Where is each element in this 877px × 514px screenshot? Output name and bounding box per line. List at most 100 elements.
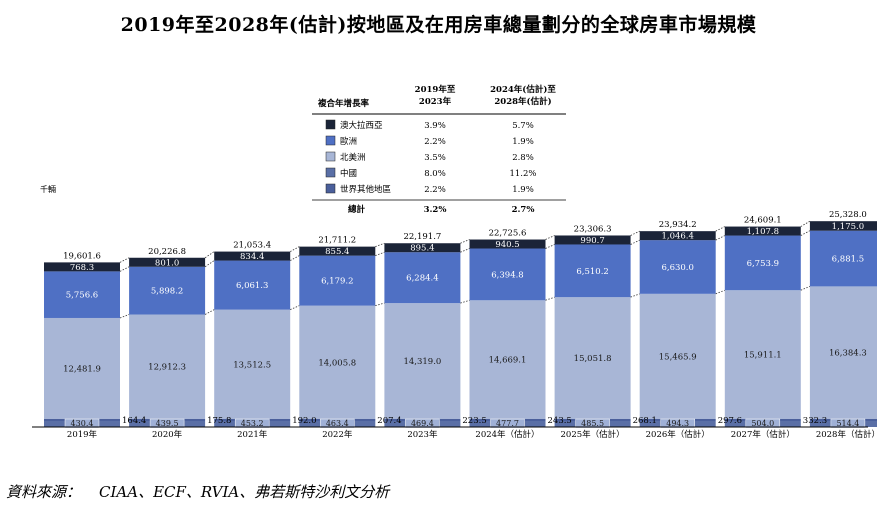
trend-line-total xyxy=(204,251,215,259)
legend-swatch xyxy=(325,167,336,178)
legend-swatch xyxy=(325,183,336,194)
trend-line-europe xyxy=(460,248,470,253)
data-label-china: 453.2 xyxy=(241,419,264,428)
bar-segment-europe xyxy=(724,235,801,291)
trend-line-total xyxy=(119,257,130,263)
bar-segment-australasia xyxy=(129,257,206,267)
trend-line-total xyxy=(630,230,640,236)
trend-line-north-america xyxy=(630,293,640,298)
stacked-bar-chart: 千輛 複合年增長率2019年至2023年2024年(估計)至2028年(估計)澳… xyxy=(32,84,877,440)
cagr-value-2019-2023: 2.2% xyxy=(424,137,446,147)
cagr-value-2019-2023: 2.2% xyxy=(424,185,446,195)
trend-line-europe xyxy=(119,266,130,272)
data-label-europe: 6,061.3 xyxy=(236,281,268,291)
data-label-china: 494.3 xyxy=(666,419,689,428)
trend-line-north-america xyxy=(204,309,215,315)
china-label-box xyxy=(64,418,100,429)
trend-line-europe xyxy=(800,230,811,236)
bar-segment-europe xyxy=(129,266,206,315)
data-label-china: 477.7 xyxy=(496,419,519,428)
data-label-rest-of-world: 332.3 xyxy=(803,416,827,426)
china-label-box xyxy=(660,418,695,429)
data-label-australasia: 895.4 xyxy=(410,244,434,254)
bar-segment-north-america xyxy=(384,303,461,419)
data-label-north-america: 14,005.8 xyxy=(318,358,356,368)
x-tick-label: 2028年（估計） xyxy=(816,429,877,440)
bar-segment-north-america xyxy=(44,317,120,419)
source-note: 資料來源： CIAA、ECF、RVIA、弗若斯特沙利文分析 xyxy=(6,481,389,502)
data-label-europe: 6,630.0 xyxy=(661,263,693,273)
cagr-value-2024-2028: 5.7% xyxy=(512,121,534,131)
china-label-box xyxy=(320,418,355,429)
data-label-total: 22,191.7 xyxy=(403,232,441,242)
cagr-value-2024-2028: 2.8% xyxy=(512,153,534,163)
trend-line-total xyxy=(290,246,300,252)
data-label-rest-of-world: 175.8 xyxy=(207,416,231,426)
bar-segment-europe xyxy=(554,244,631,298)
data-label-china: 469.4 xyxy=(411,419,434,428)
bar-segment-north-america xyxy=(639,293,716,419)
data-label-australasia: 1,107.8 xyxy=(747,227,779,237)
data-label-total: 25,328.0 xyxy=(829,210,867,220)
legend-label: 中國 xyxy=(340,168,357,179)
data-label-north-america: 15,051.8 xyxy=(574,354,612,364)
data-label-australasia: 990.7 xyxy=(580,236,604,246)
china-label-box xyxy=(234,418,270,429)
data-label-rest-of-world: 268.1 xyxy=(633,416,657,426)
cagr-value-2024-2028: 11.2% xyxy=(509,169,536,179)
trend-line-europe xyxy=(630,239,640,245)
data-label-north-america: 12,481.9 xyxy=(63,364,101,374)
bar-segment-europe xyxy=(299,255,376,306)
trend-line-europe xyxy=(290,255,300,261)
data-label-china: 430.4 xyxy=(71,419,94,428)
trend-line-total xyxy=(375,242,385,248)
labels-group: 12,481.9 5,756.6 768.3 19,601.6 430.4 164.4 20… xyxy=(63,210,877,440)
bar-segment-australasia xyxy=(554,235,631,245)
data-label-europe: 6,179.2 xyxy=(321,277,353,287)
trend-line-north-america xyxy=(119,314,130,319)
trend-line-north-america xyxy=(800,286,811,291)
cagr-total-2019-2023: 3.2% xyxy=(424,205,447,215)
bar-segment-australasia xyxy=(469,239,546,249)
x-tick-label: 2027年（估計） xyxy=(731,429,795,440)
data-label-europe: 6,753.9 xyxy=(747,259,779,269)
cagr-col1-header-line2: 2023年 xyxy=(419,96,452,107)
legend-label: 北美洲 xyxy=(340,152,366,163)
cagr-header-label: 複合年增長率 xyxy=(317,98,370,109)
data-label-europe: 6,881.5 xyxy=(832,255,864,265)
trend-line-total xyxy=(460,239,470,244)
cagr-col2-header-line2: 2028年(估計) xyxy=(494,96,551,107)
data-label-north-america: 12,912.3 xyxy=(148,363,186,373)
legend-label: 澳大拉西亞 xyxy=(340,120,383,131)
data-label-total: 22,725.6 xyxy=(489,229,527,239)
data-label-rest-of-world: 207.4 xyxy=(377,416,401,426)
data-label-total: 24,609.1 xyxy=(744,216,782,226)
trend-lines xyxy=(119,220,811,319)
legend-swatch xyxy=(325,151,336,162)
data-label-north-america: 15,911.1 xyxy=(744,351,782,361)
bar-segment-europe xyxy=(44,271,120,318)
unit-label: 千輛 xyxy=(40,184,56,194)
trend-line-europe xyxy=(204,260,215,268)
bar-segment-north-america xyxy=(469,300,546,419)
data-label-rest-of-world: 164.4 xyxy=(122,416,146,426)
data-label-rest-of-world: 297.6 xyxy=(718,416,742,426)
data-label-china: 439.5 xyxy=(156,419,179,428)
chart-title: 2019年至2028年(估計)按地區及在用房車總量劃分的全球房車市場規模 xyxy=(120,14,757,36)
trend-line-north-america xyxy=(715,289,725,295)
x-tick-label: 2023年 xyxy=(407,429,438,440)
china-label-box xyxy=(830,418,866,429)
data-label-north-america: 14,319.0 xyxy=(403,357,441,367)
bar-segment-australasia xyxy=(44,262,120,272)
x-tick-label: 2025年（估計） xyxy=(561,429,625,440)
cagr-value-2019-2023: 8.0% xyxy=(424,169,446,179)
bar-segment-north-america xyxy=(554,297,631,419)
data-label-china: 463.4 xyxy=(326,419,349,428)
x-tick-label: 2022年 xyxy=(322,429,353,440)
cagr-value-2019-2023: 3.9% xyxy=(424,121,446,131)
china-label-box xyxy=(149,418,185,429)
data-label-australasia: 940.5 xyxy=(495,240,519,250)
cagr-total-label: 總計 xyxy=(348,204,366,215)
legend-label: 歐洲 xyxy=(340,136,357,147)
bar-segment-north-america xyxy=(299,305,376,419)
